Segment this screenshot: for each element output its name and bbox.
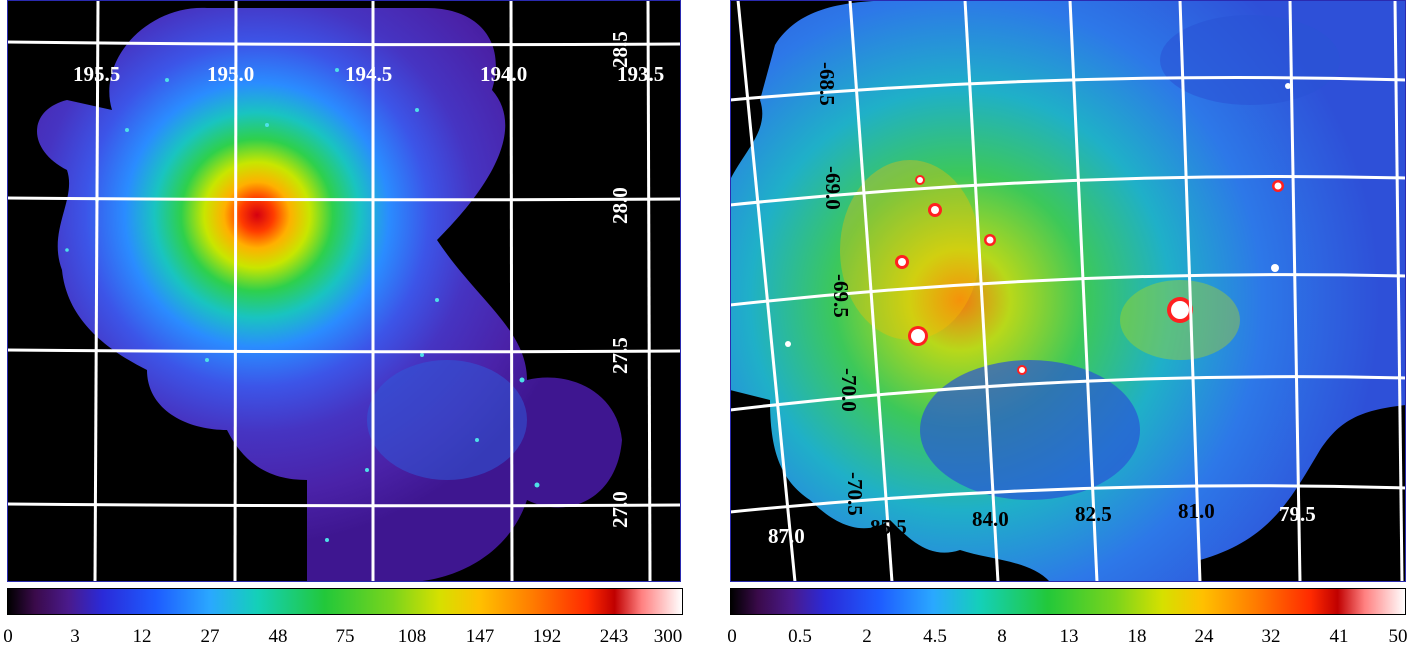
right-colorbar-tick: 18 — [1127, 626, 1147, 647]
right-colorbar-tick: 50 — [1388, 626, 1408, 647]
right-bright-sources — [785, 83, 1291, 375]
left-colorbar-tick: 243 — [599, 626, 629, 647]
right-dec-label: -68.5 — [815, 62, 839, 106]
left-dec-label: 28.5 — [608, 31, 632, 68]
right-ra-label: 87.0 — [768, 524, 805, 548]
right-colorbar-tick: 0 — [727, 626, 737, 647]
right-colorbar-tick: 24 — [1194, 626, 1214, 647]
right-colorbar-tick: 0.5 — [788, 626, 812, 647]
right-xray-image: -68.5 -69.0 -69.5 -70.0 -70.5 87.0 85.5 … — [730, 0, 1406, 582]
right-ra-label: 79.5 — [1279, 502, 1316, 526]
left-dec-label: 27.0 — [608, 491, 632, 528]
right-image-panel: -68.5 -69.0 -69.5 -70.0 -70.5 87.0 85.5 … — [730, 0, 1406, 582]
left-colorbar-tick: 108 — [397, 626, 427, 647]
left-ra-label: 194.5 — [345, 62, 392, 86]
right-colorbar-tick: 13 — [1059, 626, 1079, 647]
right-colorbar-tick: 32 — [1261, 626, 1281, 647]
right-ra-label: 82.5 — [1075, 502, 1112, 526]
left-ra-label: 193.5 — [617, 62, 664, 86]
left-xray-image: 195.5 195.0 194.5 194.0 193.5 28.5 28.0 … — [7, 0, 681, 582]
right-ra-label: 81.0 — [1178, 499, 1215, 523]
left-colorbar-tick: 75 — [335, 626, 355, 647]
left-ra-label: 194.0 — [480, 62, 527, 86]
right-colorbar-tick: 41 — [1329, 626, 1349, 647]
left-colorbar-tick: 3 — [70, 626, 80, 647]
left-ra-label: 195.0 — [207, 62, 254, 86]
left-colorbar-tick: 0 — [3, 626, 13, 647]
left-colorbar-tick: 300 — [653, 626, 683, 647]
right-dec-label: -70.5 — [843, 472, 867, 516]
right-dec-label: -69.0 — [821, 166, 845, 210]
left-colorbar — [7, 588, 683, 615]
left-colorbar-tick: 192 — [532, 626, 562, 647]
right-colorbar-tick: 4.5 — [923, 626, 947, 647]
right-coordinate-grid — [730, 0, 1406, 582]
right-ra-label: 84.0 — [972, 507, 1009, 531]
left-dec-label: 27.5 — [608, 337, 632, 374]
right-dec-label: -70.0 — [837, 368, 861, 412]
left-colorbar-tick: 27 — [200, 626, 220, 647]
right-colorbar-tick: 8 — [997, 626, 1007, 647]
left-coordinate-grid — [7, 0, 681, 582]
left-ra-label: 195.5 — [73, 62, 120, 86]
left-colorbar-tick: 147 — [465, 626, 495, 647]
right-ra-label: 85.5 — [870, 515, 907, 539]
left-colorbar-tick: 12 — [132, 626, 152, 647]
right-colorbar-tick: 2 — [862, 626, 872, 647]
right-colorbar — [730, 588, 1406, 615]
left-dec-label: 28.0 — [608, 187, 632, 224]
left-image-panel: 195.5 195.0 194.5 194.0 193.5 28.5 28.0 … — [7, 0, 681, 582]
right-dec-label: -69.5 — [829, 274, 853, 318]
left-colorbar-tick: 48 — [268, 626, 288, 647]
